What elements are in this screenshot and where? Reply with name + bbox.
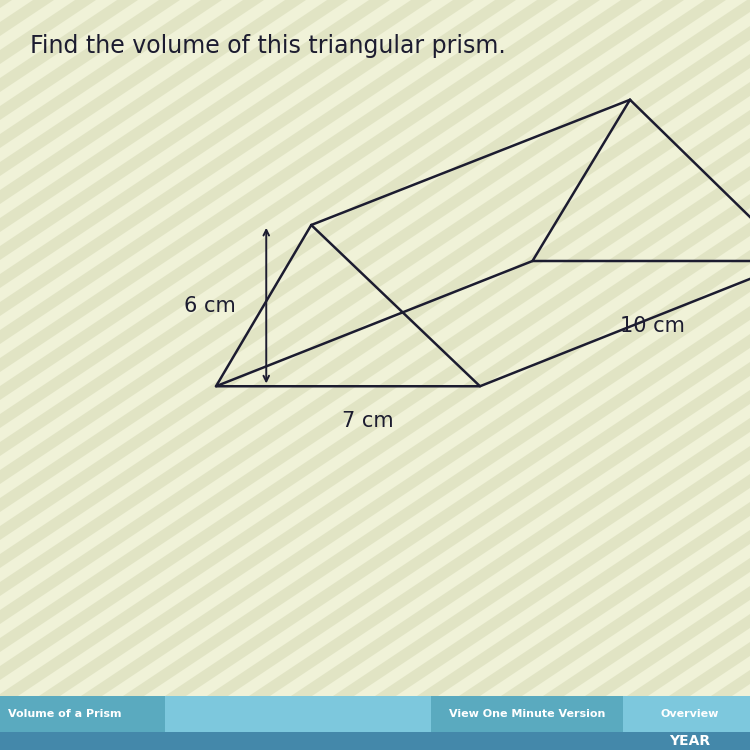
Polygon shape (378, 0, 750, 750)
Polygon shape (0, 0, 54, 750)
Polygon shape (0, 0, 642, 750)
Text: Overview: Overview (661, 709, 719, 719)
Polygon shape (0, 0, 138, 750)
Polygon shape (252, 0, 750, 750)
Polygon shape (0, 0, 306, 750)
Polygon shape (588, 0, 750, 750)
Polygon shape (0, 0, 558, 750)
Polygon shape (546, 0, 750, 750)
Polygon shape (420, 0, 750, 750)
Polygon shape (0, 0, 474, 750)
Bar (0, 732, 750, 750)
Polygon shape (714, 0, 750, 750)
Text: View One Minute Version: View One Minute Version (448, 709, 605, 719)
Polygon shape (0, 0, 684, 750)
Text: Find the volume of this triangular prism.: Find the volume of this triangular prism… (30, 34, 506, 58)
Polygon shape (0, 0, 600, 750)
Polygon shape (504, 0, 750, 750)
Polygon shape (336, 0, 750, 750)
Polygon shape (0, 0, 390, 750)
Polygon shape (0, 0, 222, 750)
Polygon shape (462, 0, 750, 750)
Text: Volume of a Prism: Volume of a Prism (8, 709, 121, 719)
Polygon shape (0, 0, 726, 750)
Text: 10 cm: 10 cm (620, 316, 685, 336)
Polygon shape (168, 0, 750, 750)
Polygon shape (0, 0, 516, 750)
Bar (431, 696, 622, 732)
Polygon shape (0, 0, 264, 750)
Polygon shape (672, 0, 750, 750)
Polygon shape (294, 0, 750, 750)
Polygon shape (210, 0, 750, 750)
Polygon shape (0, 0, 348, 750)
Polygon shape (84, 0, 750, 750)
Text: 6 cm: 6 cm (184, 296, 236, 316)
Polygon shape (0, 0, 432, 750)
Text: 7 cm: 7 cm (342, 411, 393, 431)
Polygon shape (126, 0, 750, 750)
Bar (630, 696, 750, 732)
Polygon shape (42, 0, 750, 750)
Bar (0, 696, 165, 732)
Polygon shape (0, 0, 96, 750)
Polygon shape (0, 0, 12, 750)
Text: YEAR: YEAR (670, 734, 710, 748)
Polygon shape (0, 0, 180, 750)
Bar (0, 696, 750, 750)
Polygon shape (630, 0, 750, 750)
